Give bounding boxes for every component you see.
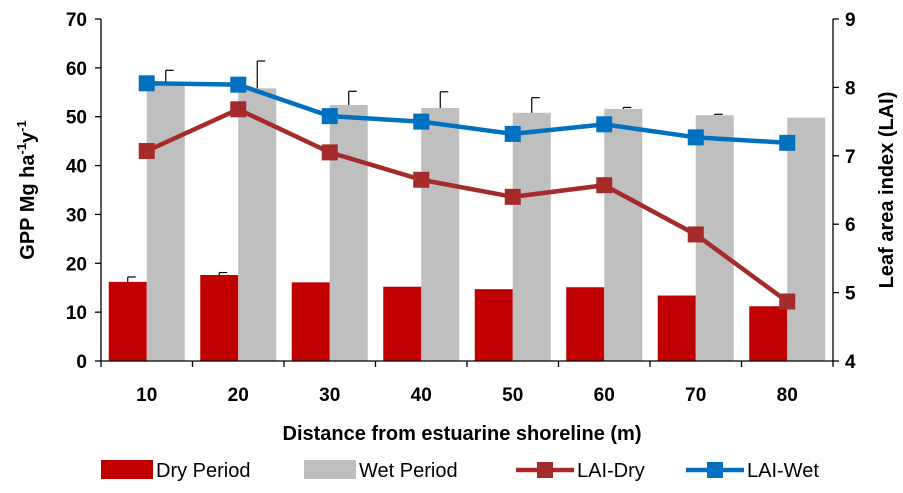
y-axis-title-sup1: -1 xyxy=(14,143,29,155)
legend-marker-lai-dry xyxy=(537,462,553,478)
line-lai-dry xyxy=(145,107,789,304)
y-tick-label: 50 xyxy=(66,108,87,129)
bar-wet-period-20 xyxy=(238,88,277,362)
y2-tick-label: 5 xyxy=(845,284,856,305)
x-tick-label: 40 xyxy=(411,385,432,406)
y-axis-title: GPP Mg ha-1y-1 xyxy=(14,120,39,259)
marker-lai-wet-80 xyxy=(779,134,796,151)
line-lai-wet xyxy=(146,81,788,146)
marker-lai-dry-10 xyxy=(138,143,155,160)
bar-dry-period-30 xyxy=(291,282,330,361)
y2-tick-label: 4 xyxy=(845,352,856,373)
y-axis-title-mid: y xyxy=(17,131,39,143)
marker-lai-wet-30 xyxy=(321,108,338,125)
y-tick-label: 20 xyxy=(66,254,87,275)
bar-wet-period-80 xyxy=(787,117,826,361)
bar-dry-period-80 xyxy=(749,306,788,361)
marker-lai-wet-20 xyxy=(230,76,247,93)
y-tick-label: 10 xyxy=(66,303,87,324)
x-tick-label: 80 xyxy=(777,385,798,406)
marker-lai-wet-10 xyxy=(138,75,155,92)
legend-label-wet-period: Wet Period xyxy=(359,460,458,482)
x-tick-label: 50 xyxy=(502,385,523,406)
x-axis-title: Distance from estuarine shoreline (m) xyxy=(283,423,642,445)
y2-axis-title: Leaf area index (LAI) xyxy=(876,92,898,289)
x-tick-label: 30 xyxy=(319,385,340,406)
marker-lai-dry-40 xyxy=(413,171,430,188)
y-axis-title-sup2: -1 xyxy=(14,120,29,132)
marker-lai-dry-20 xyxy=(230,101,247,118)
y-tick-label: 40 xyxy=(66,157,87,178)
y2-tick-label: 8 xyxy=(845,78,856,99)
bar-dry-period-50 xyxy=(474,289,513,361)
y-tick-label: 0 xyxy=(76,352,87,373)
bar-dry-period-40 xyxy=(383,286,422,361)
y-axis-title-base: GPP Mg ha xyxy=(17,154,39,260)
marker-lai-dry-60 xyxy=(596,177,613,194)
bar-dry-period-20 xyxy=(200,275,239,361)
bar-wet-period-50 xyxy=(512,112,551,361)
marker-lai-dry-50 xyxy=(504,188,521,205)
y2-tick-label: 7 xyxy=(845,147,856,168)
bar-dry-period-10 xyxy=(108,281,147,361)
legend-marker-lai-wet xyxy=(707,462,723,478)
bar-wet-period-40 xyxy=(421,107,460,361)
x-tick-label: 10 xyxy=(136,385,157,406)
y-tick-label: 30 xyxy=(66,205,87,226)
y-tick-label: 60 xyxy=(66,59,87,80)
marker-lai-wet-50 xyxy=(504,125,521,142)
legend-label-lai-dry: LAI-Dry xyxy=(577,460,645,482)
marker-lai-wet-60 xyxy=(596,116,613,133)
y2-tick-label: 6 xyxy=(845,215,856,236)
legend-label-dry-period: Dry Period xyxy=(156,460,250,482)
bar-dry-period-70 xyxy=(657,295,696,361)
x-tick-label: 70 xyxy=(685,385,706,406)
bar-wet-period-10 xyxy=(146,82,185,361)
y-tick-label: 70 xyxy=(66,10,87,31)
legend-label-lai-wet: LAI-Wet xyxy=(747,460,819,482)
bar-dry-period-60 xyxy=(566,287,605,361)
marker-lai-dry-70 xyxy=(687,226,704,243)
legend-swatch-dry-period xyxy=(101,460,153,479)
legend-swatch-wet-period xyxy=(304,460,356,479)
marker-lai-wet-40 xyxy=(413,113,430,130)
x-tick-label: 60 xyxy=(594,385,615,406)
bar-wet-period-30 xyxy=(329,104,368,361)
marker-lai-dry-30 xyxy=(321,144,338,161)
x-tick-label: 20 xyxy=(228,385,249,406)
marker-lai-wet-70 xyxy=(687,129,704,146)
bar-wet-period-60 xyxy=(604,108,643,361)
marker-lai-dry-80 xyxy=(779,293,796,310)
y2-tick-label: 9 xyxy=(845,10,856,31)
